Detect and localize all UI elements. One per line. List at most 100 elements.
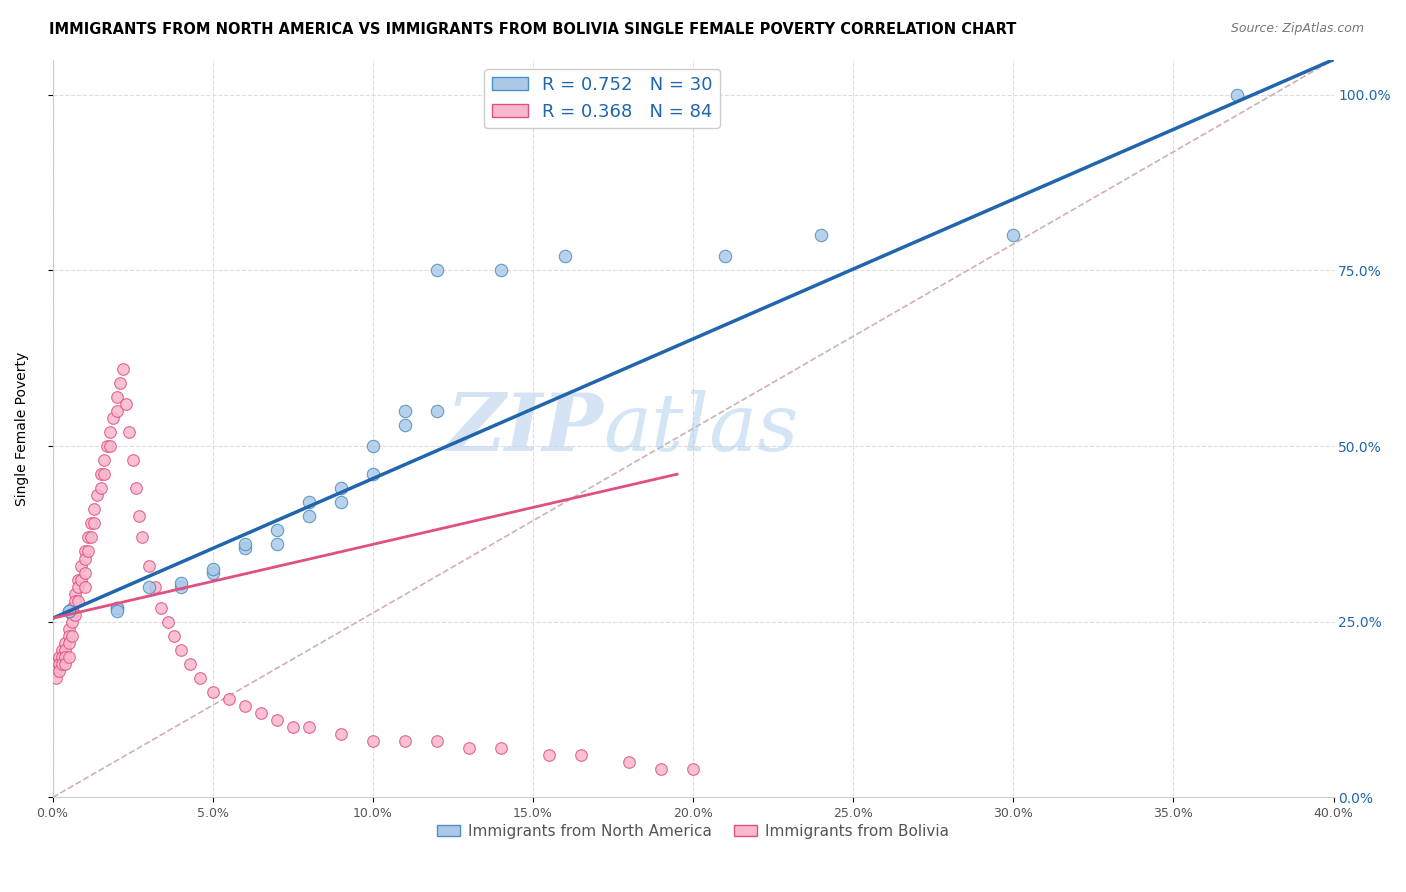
Point xyxy=(426,263,449,277)
Point xyxy=(105,404,128,418)
Point xyxy=(105,390,128,404)
Point xyxy=(682,762,704,776)
Point xyxy=(266,524,288,538)
Point xyxy=(73,551,96,566)
Text: Source: ZipAtlas.com: Source: ZipAtlas.com xyxy=(1230,22,1364,36)
Point xyxy=(48,649,70,664)
Point xyxy=(1226,87,1249,102)
Point xyxy=(58,604,80,618)
Point xyxy=(115,397,138,411)
Point xyxy=(105,604,128,618)
Point xyxy=(131,531,153,545)
Point xyxy=(51,649,73,664)
Point xyxy=(93,453,115,467)
Point xyxy=(188,671,211,685)
Point xyxy=(73,544,96,558)
Point xyxy=(55,643,77,657)
Point xyxy=(76,544,98,558)
Point xyxy=(55,636,77,650)
Point xyxy=(163,629,186,643)
Point xyxy=(105,600,128,615)
Point xyxy=(201,566,224,580)
Point xyxy=(70,573,93,587)
Point xyxy=(83,502,105,516)
Point xyxy=(138,580,160,594)
Point xyxy=(714,249,737,263)
Point xyxy=(63,593,86,607)
Point xyxy=(108,376,131,390)
Point xyxy=(45,671,67,685)
Point xyxy=(128,509,150,524)
Point xyxy=(201,685,224,699)
Point xyxy=(143,580,166,594)
Point xyxy=(80,516,103,531)
Point xyxy=(361,439,384,453)
Point xyxy=(58,629,80,643)
Point xyxy=(458,741,481,756)
Point xyxy=(67,580,90,594)
Point xyxy=(170,643,193,657)
Point xyxy=(98,425,121,439)
Point xyxy=(489,263,512,277)
Point xyxy=(298,509,321,524)
Point xyxy=(90,467,112,482)
Point xyxy=(266,537,288,551)
Point xyxy=(48,664,70,678)
Point xyxy=(298,720,321,734)
Point xyxy=(281,720,304,734)
Point xyxy=(83,516,105,531)
Point xyxy=(329,495,352,509)
Point xyxy=(58,622,80,636)
Point xyxy=(329,727,352,741)
Point xyxy=(218,692,240,706)
Point xyxy=(394,417,416,432)
Point xyxy=(150,600,173,615)
Point xyxy=(76,531,98,545)
Point xyxy=(63,587,86,601)
Text: atlas: atlas xyxy=(603,390,799,467)
Point xyxy=(58,649,80,664)
Point xyxy=(55,649,77,664)
Point xyxy=(51,657,73,671)
Point xyxy=(96,439,118,453)
Point xyxy=(103,411,125,425)
Point xyxy=(67,593,90,607)
Point xyxy=(98,439,121,453)
Point xyxy=(70,558,93,573)
Point xyxy=(170,580,193,594)
Point xyxy=(55,657,77,671)
Text: IMMIGRANTS FROM NORTH AMERICA VS IMMIGRANTS FROM BOLIVIA SINGLE FEMALE POVERTY C: IMMIGRANTS FROM NORTH AMERICA VS IMMIGRA… xyxy=(49,22,1017,37)
Point xyxy=(121,453,143,467)
Legend: Immigrants from North America, Immigrants from Bolivia: Immigrants from North America, Immigrant… xyxy=(432,818,955,845)
Point xyxy=(45,657,67,671)
Point xyxy=(80,531,103,545)
Point xyxy=(156,615,179,629)
Point xyxy=(60,600,83,615)
Point xyxy=(105,600,128,615)
Point xyxy=(810,228,832,243)
Y-axis label: Single Female Poverty: Single Female Poverty xyxy=(15,351,30,506)
Point xyxy=(45,664,67,678)
Point xyxy=(233,541,256,555)
Point xyxy=(58,636,80,650)
Point xyxy=(58,604,80,618)
Point xyxy=(138,558,160,573)
Point xyxy=(394,404,416,418)
Point xyxy=(60,629,83,643)
Point xyxy=(51,643,73,657)
Text: ZIP: ZIP xyxy=(447,390,603,467)
Point xyxy=(170,576,193,591)
Point xyxy=(266,713,288,727)
Point xyxy=(249,706,271,720)
Point xyxy=(298,495,321,509)
Point xyxy=(93,467,115,482)
Point xyxy=(489,741,512,756)
Point xyxy=(537,748,560,763)
Point xyxy=(233,537,256,551)
Point xyxy=(73,580,96,594)
Point xyxy=(233,699,256,714)
Point xyxy=(60,607,83,622)
Point xyxy=(361,734,384,748)
Point xyxy=(48,657,70,671)
Point xyxy=(1002,228,1025,243)
